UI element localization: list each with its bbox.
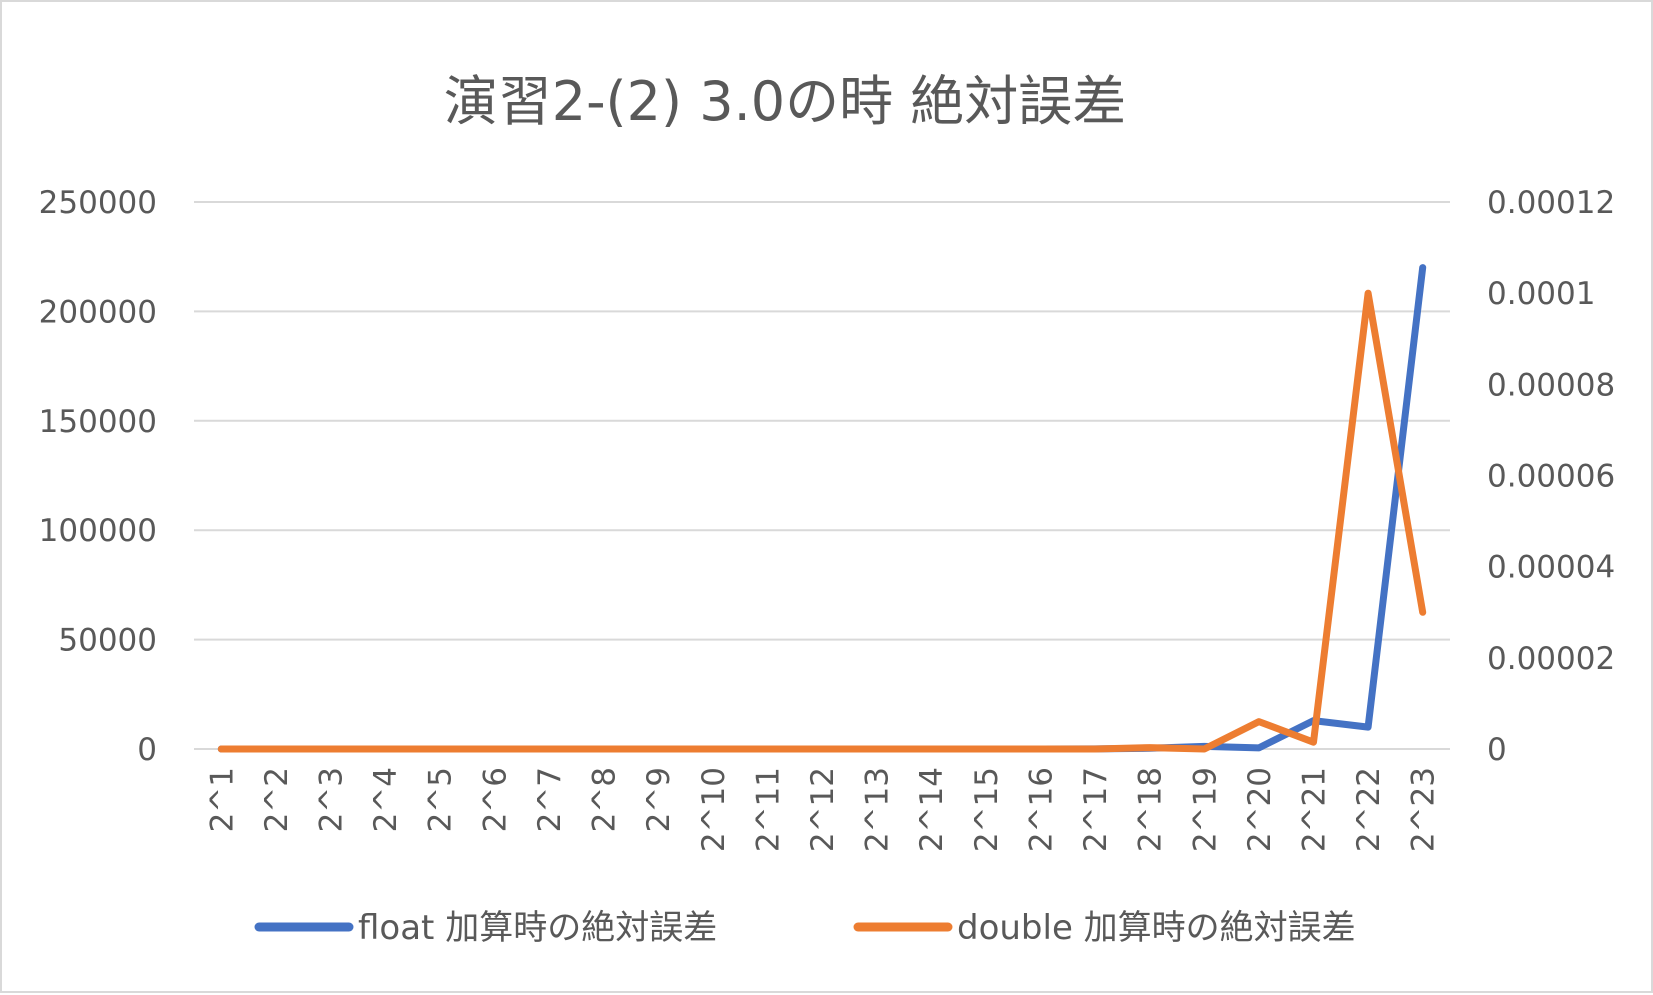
x-tick-label: 2^22 <box>1351 767 1387 852</box>
legend-label: float 加算時の絶対誤差 <box>358 908 717 948</box>
x-tick-label: 2^3 <box>314 767 350 832</box>
x-tick-label: 2^16 <box>1023 767 1059 852</box>
x-tick-label: 2^7 <box>532 767 568 832</box>
legend: float 加算時の絶対誤差 double 加算時の絶対誤差 <box>254 908 1356 948</box>
left-y-tick-label: 0 <box>137 732 157 768</box>
chart-title: 演習2-(2) 3.0の時 絶対誤差 <box>444 70 1127 133</box>
x-tick-label: 2^12 <box>805 767 841 852</box>
x-tick-label: 2^9 <box>641 767 677 832</box>
left-y-tick-label: 250000 <box>39 185 157 221</box>
x-tick-label: 2^19 <box>1187 767 1223 852</box>
right-y-tick-label: 0.00008 <box>1487 367 1615 403</box>
x-tick-label: 2^23 <box>1406 767 1442 852</box>
series-line-float <box>217 264 1427 753</box>
x-tick-label: 2^10 <box>696 767 732 852</box>
series-lines <box>217 264 1427 753</box>
left-y-axis: 0 50000 100000 150000 200000 250000 <box>39 185 157 768</box>
x-tick-label: 2^13 <box>860 767 896 852</box>
x-tick-label: 2^15 <box>969 767 1005 852</box>
x-tick-label: 2^11 <box>750 767 786 852</box>
legend-label: double 加算時の絶対誤差 <box>957 908 1356 948</box>
series-line-double <box>217 289 1427 753</box>
left-y-tick-label: 200000 <box>39 294 157 330</box>
x-tick-label: 2^17 <box>1078 767 1114 852</box>
x-tick-label: 2^14 <box>914 767 950 852</box>
right-y-tick-label: 0.00006 <box>1487 459 1615 495</box>
right-y-axis: 0 0.00002 0.00004 0.00006 0.00008 0.0001 0.000… <box>1487 185 1615 768</box>
x-tick-label: 2^4 <box>368 767 404 832</box>
right-y-tick-label: 0.00012 <box>1487 185 1615 221</box>
x-tick-label: 2^6 <box>477 767 513 832</box>
right-y-tick-label: 0.00002 <box>1487 641 1615 677</box>
x-tick-label: 2^8 <box>587 767 623 832</box>
right-y-tick-label: 0.00004 <box>1487 550 1615 586</box>
gridlines <box>194 201 1450 750</box>
right-y-tick-label: 0 <box>1487 732 1507 768</box>
x-tick-label: 2^1 <box>204 767 240 832</box>
x-tick-label: 2^5 <box>423 767 459 832</box>
x-tick-label: 2^20 <box>1242 767 1278 852</box>
x-tick-label: 2^21 <box>1296 767 1332 852</box>
right-y-tick-label: 0.0001 <box>1487 276 1595 312</box>
x-tick-label: 2^18 <box>1133 767 1169 852</box>
left-y-tick-label: 100000 <box>39 513 157 549</box>
x-axis: 2^1 2^2 2^3 2^4 2^5 2^6 2^7 2^8 2^9 2^10 2^11 2^12 2… <box>204 767 1441 852</box>
x-tick-label: 2^2 <box>259 767 295 832</box>
left-y-tick-label: 150000 <box>39 404 157 440</box>
left-y-tick-label: 50000 <box>58 623 157 659</box>
